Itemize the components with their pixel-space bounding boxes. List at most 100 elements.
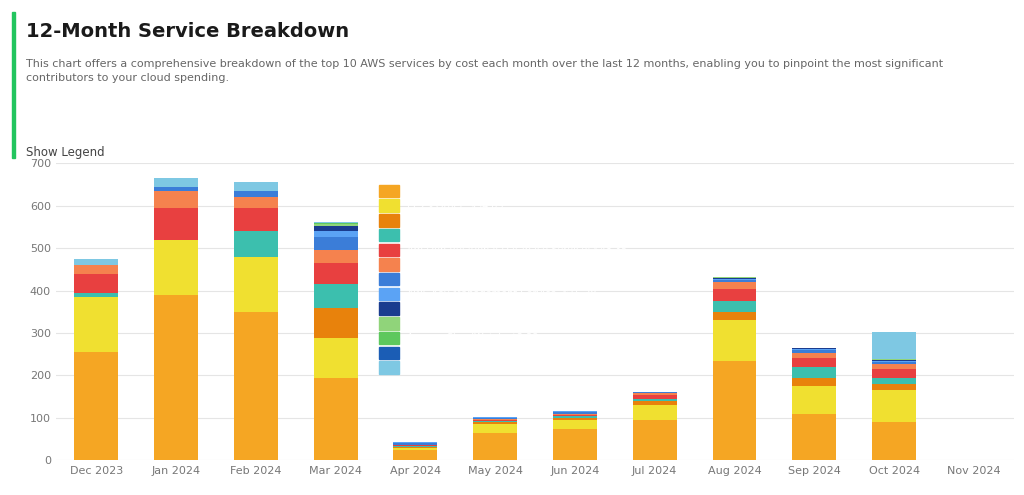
- Text: 12-Month Service Breakdown: 12-Month Service Breakdown: [26, 22, 349, 41]
- Bar: [872, 378, 916, 384]
- Bar: [633, 396, 677, 399]
- Bar: [380, 332, 398, 345]
- Text: AWS Cost Explorer: $29.56: AWS Cost Explorer: $29.56: [408, 274, 538, 284]
- Bar: [633, 405, 677, 420]
- Bar: [75, 297, 118, 352]
- Text: Mar 2024: Mar 2024: [383, 177, 450, 190]
- Bar: [75, 259, 118, 265]
- Text: AWS WAF: $9.96: AWS WAF: $9.96: [408, 303, 487, 313]
- Bar: [380, 361, 398, 374]
- Bar: [75, 265, 118, 274]
- Text: Amazon Simple Storage Service: $0.08: Amazon Simple Storage Service: $0.08: [408, 362, 597, 372]
- Bar: [154, 178, 198, 187]
- Bar: [233, 183, 278, 191]
- Bar: [75, 352, 118, 460]
- Bar: [393, 445, 437, 446]
- Bar: [872, 360, 916, 361]
- Text: Show Legend: Show Legend: [26, 146, 104, 159]
- Bar: [473, 420, 517, 421]
- Bar: [793, 414, 837, 460]
- Text: Amazon Relational Database Service: $48.35: Amazon Relational Database Service: $48.…: [408, 245, 628, 254]
- Bar: [393, 443, 437, 445]
- Bar: [713, 312, 757, 320]
- Bar: [553, 411, 597, 414]
- Bar: [793, 350, 837, 352]
- Bar: [313, 223, 357, 224]
- Bar: [793, 367, 837, 378]
- Bar: [473, 422, 517, 424]
- Text: Amazon Route 53: $1.08: Amazon Route 53: $1.08: [408, 347, 527, 357]
- Bar: [713, 361, 757, 460]
- Bar: [793, 349, 837, 350]
- Bar: [553, 420, 597, 429]
- Text: Amazon Elastic Container Service for Kubernetes: $72.00: Amazon Elastic Container Service for Kub…: [408, 215, 687, 225]
- Bar: [473, 418, 517, 419]
- Bar: [380, 273, 398, 286]
- Text: Amazon Virtual Private Cloud: $56.08: Amazon Virtual Private Cloud: $56.08: [408, 230, 590, 240]
- Bar: [313, 308, 357, 338]
- Bar: [872, 362, 916, 364]
- Bar: [713, 320, 757, 361]
- Bar: [713, 301, 757, 312]
- Bar: [154, 187, 198, 191]
- Text: Amazon EC2 Container Registry (ECR): $5.89: Amazon EC2 Container Registry (ECR): $5.…: [408, 318, 628, 328]
- Bar: [380, 302, 398, 315]
- Bar: [313, 249, 357, 263]
- Bar: [233, 231, 278, 257]
- Bar: [154, 295, 198, 460]
- Bar: [313, 237, 357, 249]
- Bar: [313, 224, 357, 226]
- Bar: [473, 433, 517, 460]
- Bar: [154, 208, 198, 240]
- Bar: [380, 214, 398, 227]
- Bar: [553, 429, 597, 460]
- Bar: [872, 332, 916, 359]
- Bar: [473, 421, 517, 422]
- Bar: [233, 312, 278, 460]
- Bar: [313, 263, 357, 284]
- Text: Amazon Elastic Compute Cloud - Compute: $193.53: Amazon Elastic Compute Cloud - Compute: …: [408, 186, 660, 196]
- Bar: [380, 185, 398, 197]
- Bar: [154, 191, 198, 208]
- Bar: [633, 392, 677, 393]
- Bar: [872, 391, 916, 422]
- Bar: [313, 226, 357, 231]
- Bar: [380, 317, 398, 330]
- Bar: [793, 378, 837, 386]
- Bar: [872, 384, 916, 391]
- Bar: [872, 369, 916, 378]
- Bar: [380, 229, 398, 241]
- Bar: [473, 419, 517, 420]
- Bar: [713, 278, 757, 279]
- Bar: [473, 424, 517, 433]
- Bar: [793, 352, 837, 358]
- Bar: [233, 198, 278, 208]
- Text: EC2 - Other: $94.09: EC2 - Other: $94.09: [408, 200, 504, 210]
- Text: Amazon Elastic Load Balancing: $32.43: Amazon Elastic Load Balancing: $32.43: [408, 259, 600, 269]
- Bar: [393, 446, 437, 447]
- Bar: [75, 274, 118, 293]
- Text: AmazonCloudWatch: $2.22: AmazonCloudWatch: $2.22: [408, 333, 540, 343]
- Bar: [75, 293, 118, 297]
- Bar: [553, 418, 597, 420]
- Bar: [633, 399, 677, 401]
- Bar: [380, 258, 398, 271]
- Bar: [633, 393, 677, 394]
- Bar: [233, 257, 278, 312]
- Bar: [633, 401, 677, 405]
- Text: This chart offers a comprehensive breakdown of the top 10 AWS services by cost e: This chart offers a comprehensive breakd…: [26, 59, 943, 83]
- Bar: [713, 289, 757, 301]
- Bar: [233, 208, 278, 231]
- Bar: [713, 279, 757, 280]
- Bar: [872, 361, 916, 362]
- Bar: [553, 414, 597, 416]
- Bar: [793, 358, 837, 367]
- Bar: [872, 364, 916, 369]
- Bar: [713, 280, 757, 282]
- Bar: [313, 378, 357, 460]
- Text: AWS Key Management Service: $15.38: AWS Key Management Service: $15.38: [408, 289, 597, 298]
- Bar: [380, 346, 398, 359]
- Bar: [793, 386, 837, 414]
- Bar: [633, 420, 677, 460]
- Bar: [313, 284, 357, 308]
